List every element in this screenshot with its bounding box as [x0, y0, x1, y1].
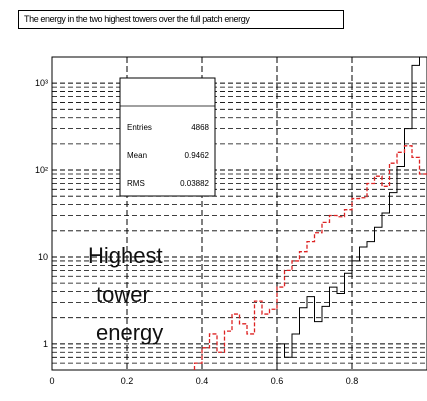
ticks-layer: 0 0.2 0.4 0.6 0.8 1 10 10² 10³	[35, 78, 358, 386]
histogram-series-2	[193, 145, 427, 370]
x-tick-label: 0.4	[196, 376, 209, 386]
annotation-line-2: tower	[96, 282, 150, 307]
grid-layer	[52, 57, 427, 370]
stats-rms-value: 0.03882	[180, 179, 209, 188]
y-tick-label: 10	[38, 252, 48, 262]
x-tick-label: 0.6	[271, 376, 284, 386]
stats-mean-value: 0.9462	[185, 151, 210, 160]
y-tick-label: 10³	[35, 78, 48, 88]
stats-box: Entries 4868 Mean 0.9462 RMS 0.03882	[119, 77, 216, 197]
x-tick-label: 0.2	[121, 376, 134, 386]
annotation-line-3: energy	[96, 320, 163, 345]
x-tick-label: 0	[49, 376, 54, 386]
chart-title: The energy in the two highest towers ove…	[18, 10, 344, 29]
stats-entries-label: Entries	[127, 123, 152, 132]
y-tick-label: 1	[43, 339, 48, 349]
y-tick-label: 10²	[35, 165, 48, 175]
x-tick-label: 0.8	[346, 376, 359, 386]
annotation-text: Highest tower energy	[88, 243, 163, 345]
histogram-series-1	[276, 56, 427, 370]
stats-rms-label: RMS	[127, 179, 145, 188]
stats-entries-value: 4868	[191, 123, 209, 132]
annotation-line-1: Highest	[88, 243, 163, 268]
series-layer	[193, 56, 427, 370]
stats-mean-label: Mean	[127, 151, 147, 160]
